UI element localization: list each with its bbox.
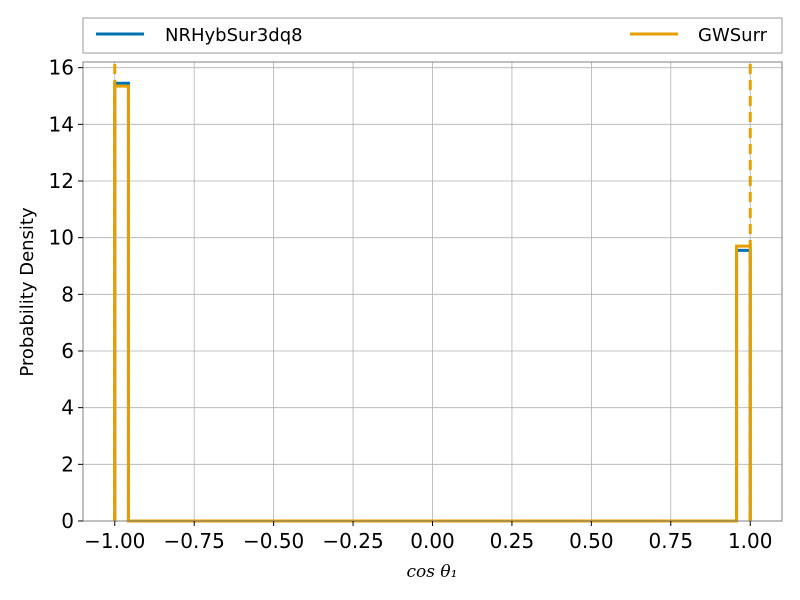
y-tick-label: 8 [61, 282, 74, 306]
ticks: −1.00 −0.75 −0.50 −0.25 0.00 0.25 0.50 0.75 1.00… [49, 56, 773, 553]
x-tick-label: 1.00 [728, 529, 773, 553]
y-tick-label: 14 [49, 112, 74, 136]
x-tick-label: −0.50 [243, 529, 304, 553]
y-axis-label: Probability Density [17, 207, 38, 377]
y-tick-label: 10 [49, 226, 74, 250]
x-tick-label: −0.75 [164, 529, 225, 553]
x-tick-label: −1.00 [84, 529, 145, 553]
legend: NRHybSur3dq8 GWSurr [82, 17, 783, 54]
x-tick-label: 0.75 [649, 529, 694, 553]
y-tick-label: 0 [61, 509, 74, 533]
y-tick-label: 12 [49, 169, 74, 193]
y-tick-label: 6 [61, 339, 74, 363]
x-tick-label: 0.00 [410, 529, 455, 553]
y-tick-label: 2 [61, 452, 74, 476]
legend-label-nrhybsur3dq8: NRHybSur3dq8 [165, 25, 303, 46]
grid [83, 62, 782, 522]
x-axis-label: cos θ₁ [407, 562, 458, 582]
x-tick-label: −0.25 [322, 529, 383, 553]
legend-label-gwsurr: GWSurr [698, 25, 768, 46]
x-tick-label: 0.50 [569, 529, 614, 553]
y-tick-label: 4 [61, 396, 74, 420]
x-tick-label: 0.25 [490, 529, 535, 553]
y-tick-label: 16 [49, 56, 74, 80]
